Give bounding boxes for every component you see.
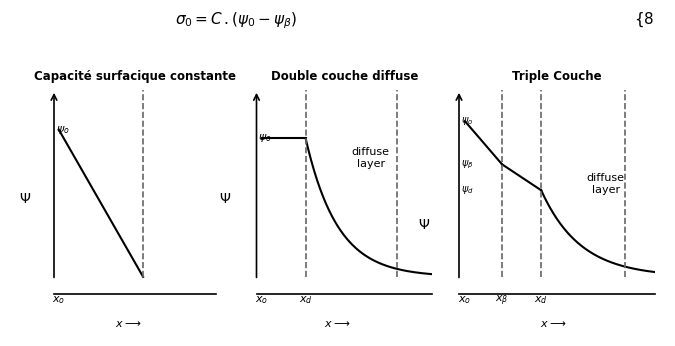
Title: Capacité surfacique constante: Capacité surfacique constante	[34, 70, 236, 83]
Text: $\psi_o$: $\psi_o$	[259, 133, 272, 144]
Text: $x \longrightarrow$: $x \longrightarrow$	[115, 319, 142, 329]
Text: diffuse
layer: diffuse layer	[587, 173, 625, 194]
Text: $\psi_o$: $\psi_o$	[461, 115, 473, 127]
Text: $x_o$: $x_o$	[255, 294, 269, 306]
Text: $\{8$: $\{8$	[634, 10, 655, 29]
Text: $\sigma_0 = C\,.(\psi_0 - \psi_\beta)$: $\sigma_0 = C\,.(\psi_0 - \psi_\beta)$	[175, 10, 298, 31]
Text: diffuse
layer: diffuse layer	[352, 147, 389, 169]
Text: $x_o$: $x_o$	[52, 294, 65, 306]
Text: $x_d$: $x_d$	[299, 294, 313, 306]
Text: $\psi_o$: $\psi_o$	[55, 124, 70, 136]
Text: $\Psi$: $\Psi$	[418, 218, 430, 232]
Text: $x_d$: $x_d$	[535, 294, 548, 306]
Text: $\psi_\beta$: $\psi_\beta$	[461, 158, 473, 171]
Text: $\psi_d$: $\psi_d$	[461, 184, 474, 196]
Text: $x \longrightarrow$: $x \longrightarrow$	[540, 319, 567, 329]
Text: $x_o$: $x_o$	[458, 294, 472, 306]
Text: $\Psi$: $\Psi$	[219, 192, 231, 206]
Text: $x \longrightarrow$: $x \longrightarrow$	[324, 319, 351, 329]
Text: $x_\beta$: $x_\beta$	[495, 294, 509, 309]
Title: Triple Couche: Triple Couche	[512, 70, 601, 83]
Text: $\Psi$: $\Psi$	[19, 192, 31, 206]
Title: Double couche diffuse: Double couche diffuse	[271, 70, 418, 83]
